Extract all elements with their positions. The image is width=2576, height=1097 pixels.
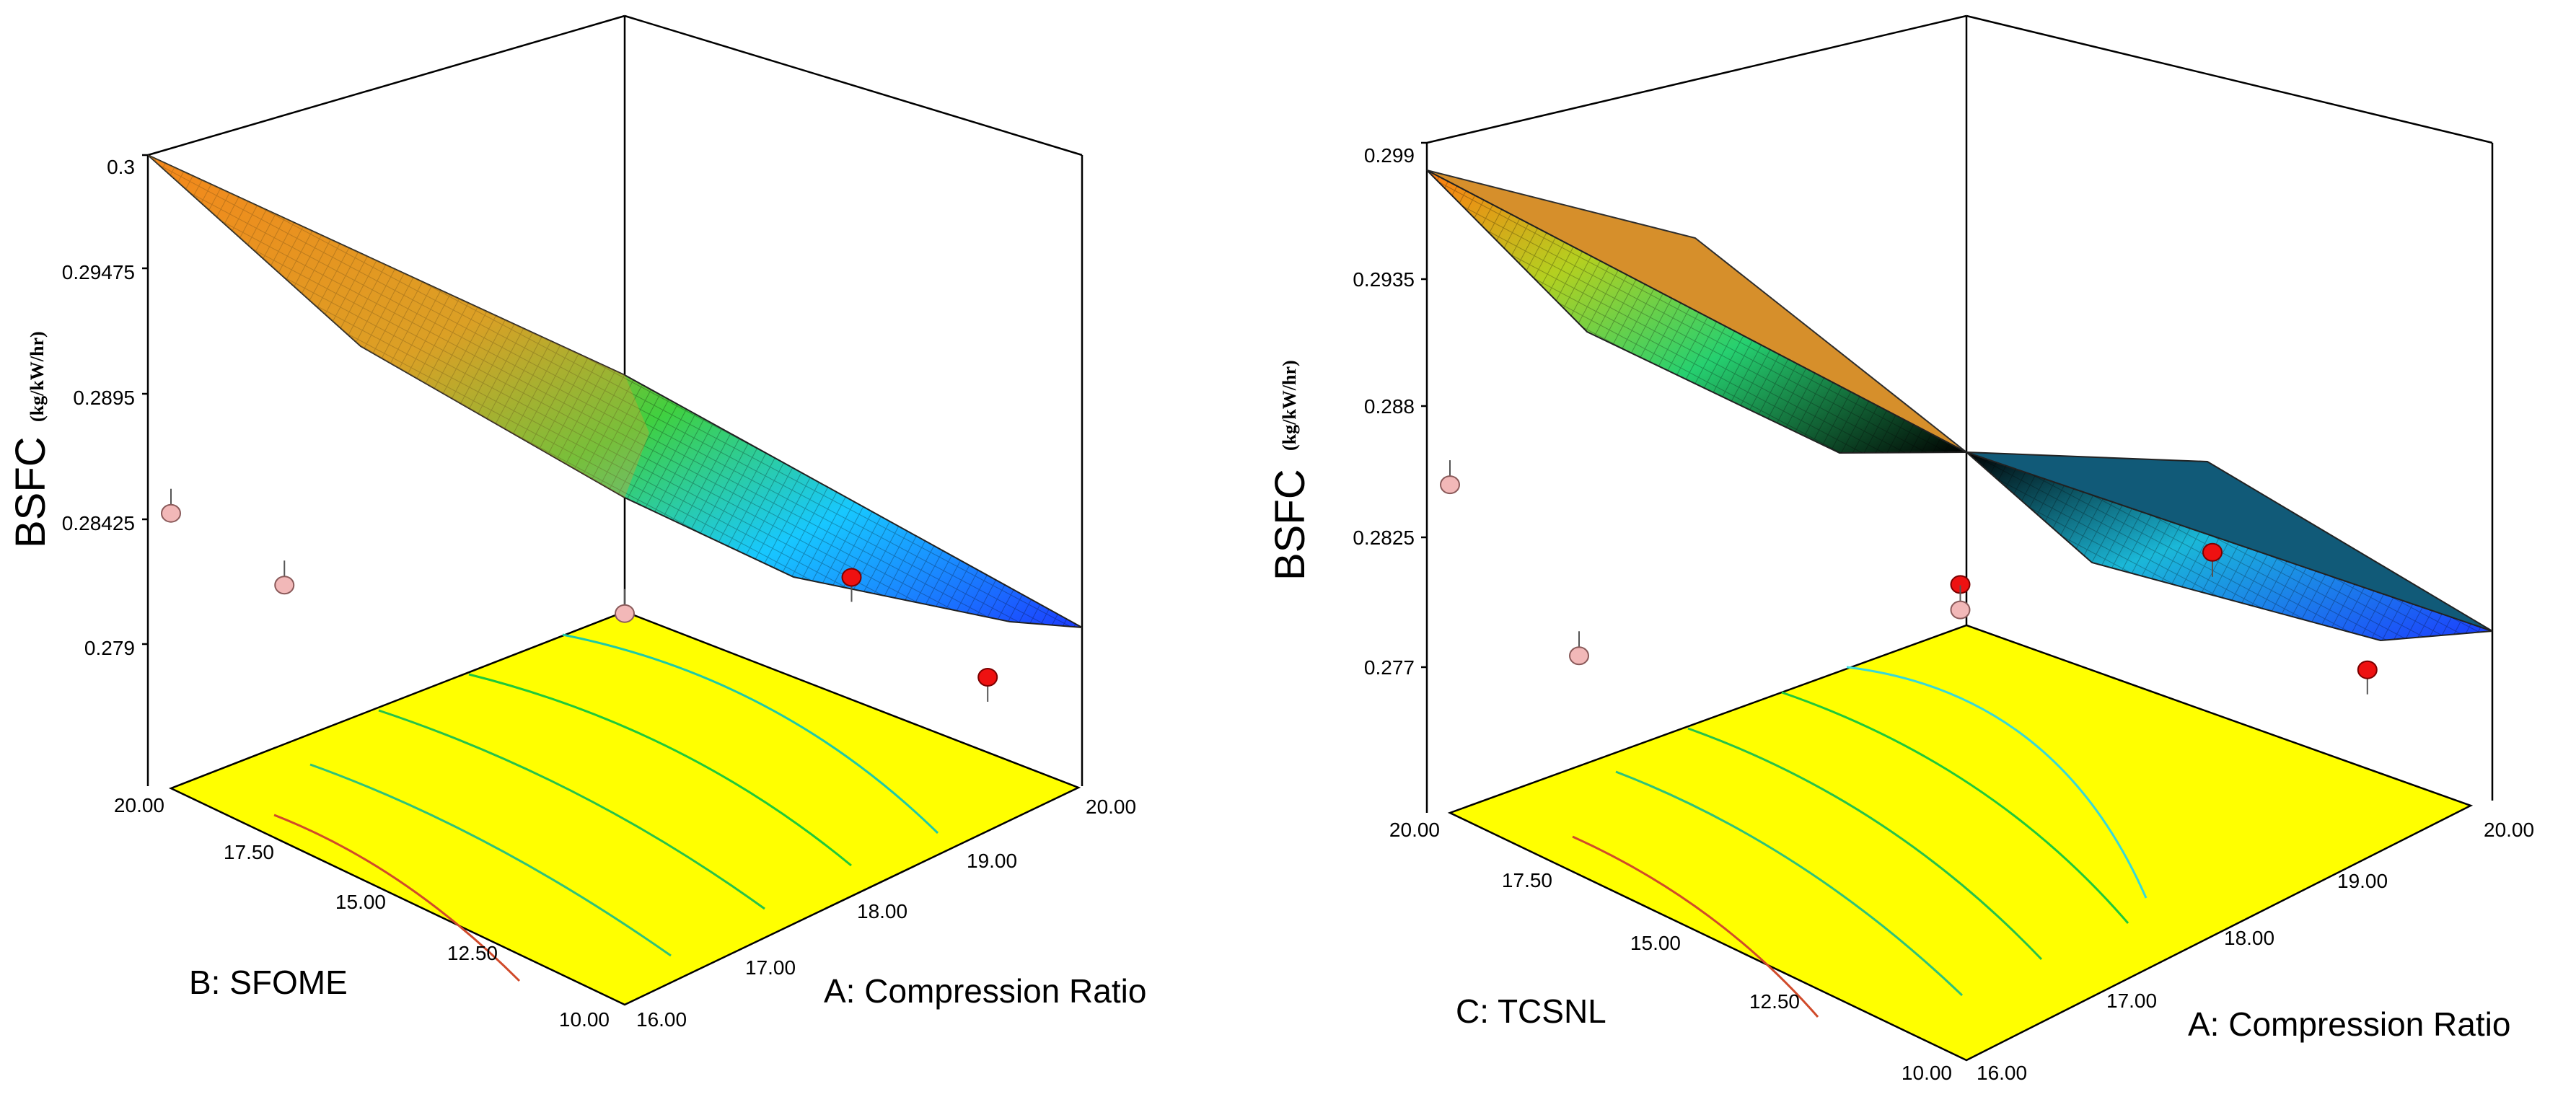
design-point <box>841 568 862 587</box>
contour-line <box>562 633 939 834</box>
y-tick-label: 10.00 <box>1902 1062 1952 1084</box>
z-tick-label: 0.277 <box>1364 656 1415 679</box>
z-tick-label: 0.2825 <box>1353 527 1415 549</box>
y-tick-label: 17.50 <box>224 841 274 863</box>
contour-line <box>468 673 852 867</box>
panel1-y-axis: 20.00 17.50 15.00 12.50 10.00 B: SFOME <box>114 794 610 1031</box>
x-tick-label: 20.00 <box>1086 796 1136 818</box>
contour-line <box>309 763 672 957</box>
x-tick-label: 19.00 <box>2337 870 2388 892</box>
z-axis-unit: (kg/kW/hr) <box>27 331 48 422</box>
design-point <box>977 668 998 687</box>
contour-line <box>273 814 521 982</box>
y-tick-label: 20.00 <box>1389 819 1440 841</box>
panel2-z-axis: 0.299 0.2935 0.288 0.2825 0.277 BSFC (kg… <box>1267 141 1427 679</box>
y-axis-label: B: SFOME <box>189 964 348 1001</box>
design-point <box>1950 600 1971 620</box>
x-tick-label: 18.00 <box>857 900 907 922</box>
design-point <box>1440 475 1460 495</box>
x-tick-label: 16.00 <box>636 1008 687 1031</box>
x-tick-label: 20.00 <box>2484 819 2534 841</box>
contour-line <box>1687 727 2043 961</box>
panel1-x-axis: 16.00 17.00 18.00 19.00 20.00 A: Compres… <box>636 796 1146 1031</box>
z-tick-label: 0.288 <box>1364 395 1415 418</box>
design-point <box>615 604 635 623</box>
z-axis-label: BSFC <box>7 436 54 548</box>
x-tick-label: 19.00 <box>967 850 1017 872</box>
z-tick-label: 0.279 <box>84 637 135 659</box>
y-tick-label: 15.00 <box>335 891 386 913</box>
panel2-contours <box>1572 666 2148 1018</box>
x-tick-label: 18.00 <box>2224 927 2274 949</box>
panel1-contours <box>273 633 939 982</box>
y-tick-label: 12.50 <box>447 942 498 964</box>
panel2-x-axis: 16.00 17.00 18.00 19.00 20.00 A: Compres… <box>1977 819 2534 1084</box>
x-tick-label: 17.00 <box>745 956 796 979</box>
design-point <box>1569 646 1589 666</box>
contour-line <box>1615 770 1964 997</box>
z-tick-label: 0.28425 <box>62 512 135 534</box>
contour-line <box>1781 691 2129 924</box>
contour-line <box>1846 666 2148 899</box>
design-point <box>2357 660 2378 679</box>
z-tick-label: 0.3 <box>107 156 135 178</box>
x-axis-label: A: Compression Ratio <box>2188 1005 2510 1043</box>
design-point <box>274 576 295 595</box>
design-point <box>2202 542 2223 562</box>
x-axis-label: A: Compression Ratio <box>824 972 1146 1010</box>
design-point <box>161 503 181 523</box>
panel-bsfc-sfome: 0.3 0.29475 0.2895 0.28425 0.279 BSFC (k… <box>7 14 1146 1031</box>
y-tick-label: 15.00 <box>1630 932 1681 954</box>
x-tick-label: 17.00 <box>2106 990 2157 1012</box>
y-axis-label: C: TCSNL <box>1456 992 1606 1030</box>
y-tick-label: 10.00 <box>559 1008 610 1031</box>
z-tick-label: 0.299 <box>1364 144 1415 167</box>
y-tick-label: 17.50 <box>1502 869 1552 891</box>
contour-line <box>1572 835 1819 1018</box>
panel2-design-points <box>1440 460 2378 695</box>
x-tick-label: 16.00 <box>1977 1062 2027 1084</box>
y-tick-label: 20.00 <box>114 794 164 816</box>
z-tick-label: 0.2935 <box>1353 268 1415 291</box>
z-axis-unit: (kg/kW/hr) <box>1279 360 1300 451</box>
panel1-frame <box>146 14 1083 786</box>
panel1-floor <box>168 610 1081 1006</box>
contour-line <box>378 709 765 910</box>
panel2-y-axis: 20.00 17.50 15.00 12.50 10.00 C: TCSNL <box>1389 819 1952 1084</box>
y-tick-label: 12.50 <box>1749 990 1800 1013</box>
panel1-design-points <box>161 488 998 702</box>
panel2-frame <box>1425 14 2494 813</box>
panel-bsfc-tcsnl: 0.299 0.2935 0.288 0.2825 0.277 BSFC (kg… <box>1267 14 2534 1084</box>
panel1-surface <box>147 154 1083 628</box>
z-tick-label: 0.2895 <box>73 387 135 409</box>
panel1-z-axis: 0.3 0.29475 0.2895 0.28425 0.279 BSFC (k… <box>7 154 148 659</box>
panel2-surface <box>1426 169 2493 642</box>
z-axis-label: BSFC <box>1267 469 1314 581</box>
z-tick-label: 0.29475 <box>62 261 135 283</box>
